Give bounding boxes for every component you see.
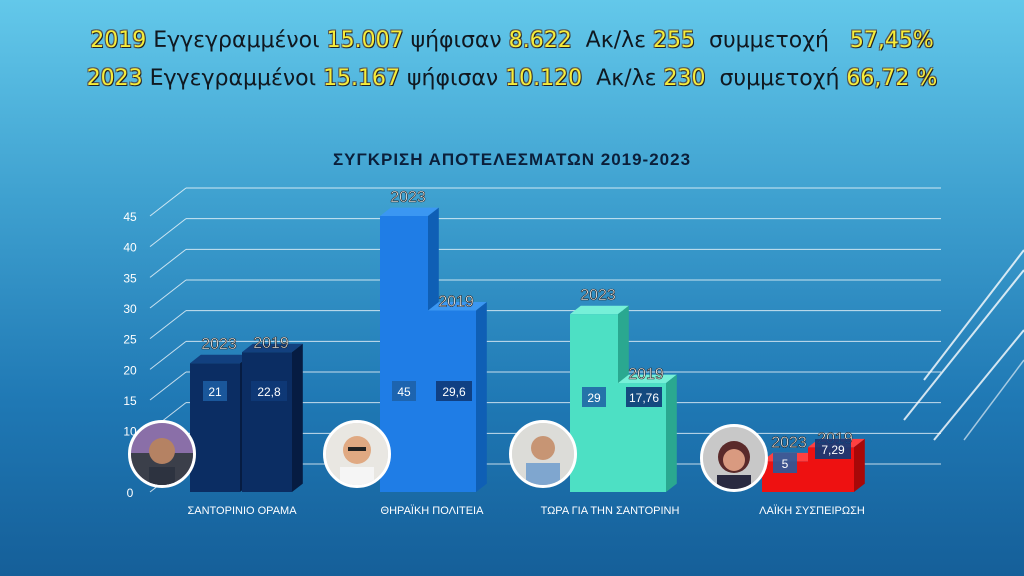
line2-segment: Ακ/λε bbox=[596, 66, 664, 91]
value-label-2023: 29 bbox=[587, 391, 601, 405]
line1-segment: 57,45% bbox=[849, 28, 934, 53]
line1-segment: Εγγεγραμμένοι bbox=[153, 28, 327, 53]
line2-segment: 10.120 bbox=[505, 66, 597, 91]
line2-segment: 2023 bbox=[86, 66, 150, 91]
line2-segment: 230 bbox=[663, 66, 720, 91]
line1-segment: Ακ/λε bbox=[585, 28, 654, 53]
line1-segment: ψήφισαν bbox=[410, 28, 509, 53]
value-label-2019: 22,8 bbox=[257, 385, 281, 399]
candidate-photo-thiraiki-politeia bbox=[323, 420, 391, 488]
category-label: ΘΗΡΑΪΚΗ ΠΟΛΙΤΕΙΑ bbox=[381, 505, 485, 517]
bar-2019-top bbox=[242, 343, 303, 353]
bar-2019-side bbox=[292, 343, 303, 492]
candidate-photo-tora-gia-santorini bbox=[509, 420, 577, 488]
value-label-bg bbox=[436, 381, 472, 401]
grid-diagonal bbox=[149, 310, 187, 340]
grid-diagonal bbox=[149, 218, 187, 248]
value-label-2023: 45 bbox=[397, 385, 411, 399]
grid-diagonal bbox=[149, 187, 187, 217]
value-label-2023: 21 bbox=[208, 385, 222, 399]
series-label-2023: 2023 bbox=[580, 287, 616, 304]
value-label-bg bbox=[773, 453, 797, 473]
value-label-2019: 7,29 bbox=[821, 443, 845, 457]
line2-segment: συμμετοχή bbox=[719, 66, 847, 91]
line1-segment: 15.007 bbox=[326, 28, 411, 53]
bar-2023-top bbox=[380, 207, 439, 216]
line1-segment: συμμετοχή bbox=[709, 28, 850, 53]
y-tick-label: 15 bbox=[123, 394, 137, 408]
category-label: ΣΑΝΤΟΡΙΝΙΟ ΟΡΑΜΑ bbox=[187, 505, 297, 517]
line2-segment: ψήφισαν bbox=[407, 66, 506, 91]
bar-2019-side bbox=[666, 374, 677, 492]
bar-2023-top bbox=[190, 354, 251, 364]
series-label-2023: 2023 bbox=[201, 336, 237, 353]
value-label-bg bbox=[626, 387, 662, 407]
line1-segment: 255 bbox=[653, 28, 709, 53]
line1-segment: 2019 bbox=[90, 28, 154, 53]
grid-diagonal bbox=[149, 371, 187, 401]
series-label-2023: 2023 bbox=[771, 434, 807, 451]
bar-2019-front bbox=[242, 352, 292, 492]
candidate-photo-santorinio-orama bbox=[128, 420, 196, 488]
series-label-2019: 2019 bbox=[438, 293, 474, 310]
y-tick-label: 40 bbox=[123, 241, 137, 255]
bar-2019-side bbox=[854, 438, 865, 492]
bar-2019-front bbox=[428, 310, 476, 492]
value-label-2019: 29,6 bbox=[442, 385, 466, 399]
chart-title: ΣΥΓΚΡΙΣΗ ΑΠΟΤΕΛΕΣΜΑΤΩΝ 2019-2023 bbox=[332, 150, 692, 169]
value-label-bg bbox=[815, 439, 851, 459]
candidate-photo-laiki-syspeirosi bbox=[700, 424, 768, 492]
y-tick-label: 35 bbox=[123, 271, 137, 285]
category-label: ΤΩΡΑ ΓΙΑ ΤΗΝ ΣΑΝΤΟΡΙΝΗ bbox=[541, 505, 680, 517]
series-label-2019: 2019 bbox=[628, 366, 664, 383]
bar-2023-top bbox=[570, 305, 629, 315]
header-line-2023: 2023 Εγγεγραμμένοι 15.167 ψήφισαν 10.120… bbox=[0, 66, 1024, 91]
line2-segment: 15.167 bbox=[323, 66, 408, 91]
category-label: ΛΑΪΚΗ ΣΥΣΠΕΙΡΩΣΗ bbox=[759, 505, 865, 517]
grid-diagonal bbox=[149, 340, 187, 370]
value-label-bg bbox=[392, 381, 416, 401]
bar-2019-top bbox=[618, 374, 677, 384]
y-tick-label: 45 bbox=[123, 210, 137, 224]
line2-segment: Εγγεγραμμένοι bbox=[149, 66, 324, 91]
line1-segment: 8.622 bbox=[508, 28, 586, 53]
series-label-2023: 2023 bbox=[390, 189, 426, 206]
value-label-2019: 17,76 bbox=[629, 391, 659, 405]
header-line-2019: 2019 Εγγεγραμμένοι 15.007 ψήφισαν 8.622 … bbox=[0, 28, 1024, 53]
grid-diagonal bbox=[149, 279, 187, 309]
y-tick-label: 0 bbox=[127, 486, 134, 500]
bar-2019-top bbox=[428, 302, 487, 311]
decorative-lines bbox=[903, 249, 1024, 441]
value-label-bg bbox=[251, 381, 287, 401]
bar-2019-side bbox=[476, 302, 487, 492]
grid-diagonal bbox=[149, 248, 187, 278]
value-label-2023: 5 bbox=[782, 457, 789, 471]
y-tick-label: 30 bbox=[123, 302, 137, 316]
y-tick-label: 25 bbox=[123, 333, 137, 347]
value-label-bg bbox=[203, 381, 227, 401]
line2-segment: 66,72 % bbox=[846, 66, 938, 91]
series-label-2019: 2019 bbox=[253, 335, 289, 352]
y-tick-label: 20 bbox=[123, 363, 137, 377]
value-label-bg bbox=[582, 387, 606, 407]
